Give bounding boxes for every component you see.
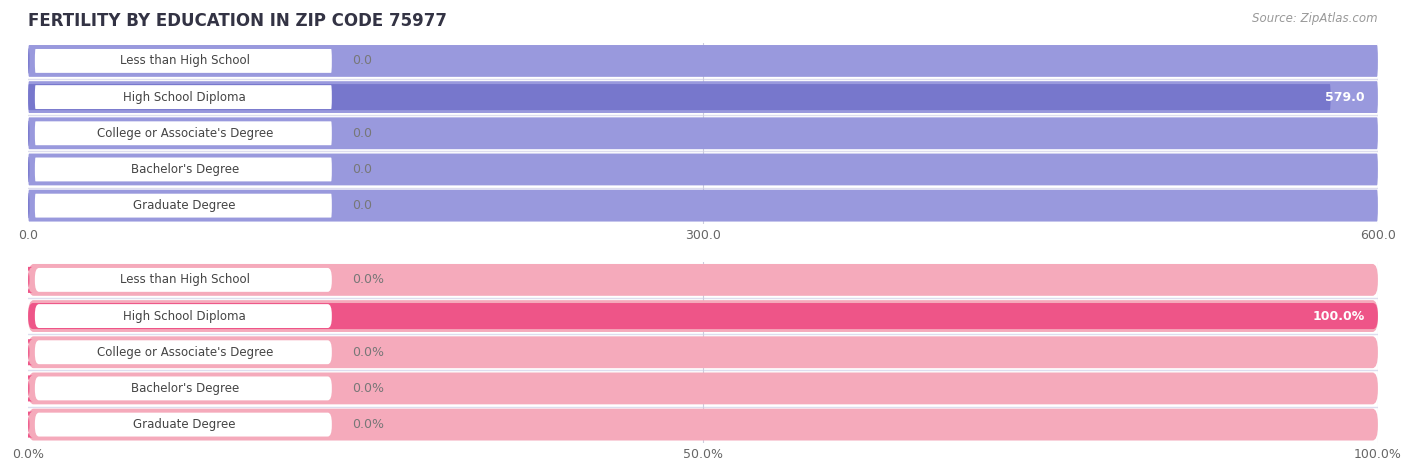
Text: College or Associate's Degree: College or Associate's Degree <box>97 346 273 359</box>
FancyBboxPatch shape <box>35 268 332 292</box>
FancyBboxPatch shape <box>35 413 332 436</box>
FancyBboxPatch shape <box>28 190 1378 221</box>
Text: Graduate Degree: Graduate Degree <box>134 418 236 431</box>
FancyBboxPatch shape <box>28 373 1378 404</box>
FancyBboxPatch shape <box>35 49 332 73</box>
FancyBboxPatch shape <box>35 121 332 145</box>
Text: Bachelor's Degree: Bachelor's Degree <box>131 382 239 395</box>
Text: 0.0: 0.0 <box>352 199 373 212</box>
FancyBboxPatch shape <box>35 377 332 400</box>
FancyBboxPatch shape <box>35 194 332 218</box>
FancyBboxPatch shape <box>35 340 332 364</box>
Text: 579.0: 579.0 <box>1324 90 1364 104</box>
Text: 100.0%: 100.0% <box>1312 309 1364 323</box>
Text: FERTILITY BY EDUCATION IN ZIP CODE 75977: FERTILITY BY EDUCATION IN ZIP CODE 75977 <box>28 12 447 30</box>
Text: Less than High School: Less than High School <box>120 273 250 287</box>
Text: Less than High School: Less than High School <box>120 54 250 68</box>
FancyBboxPatch shape <box>25 412 32 437</box>
FancyBboxPatch shape <box>25 267 32 293</box>
Text: 0.0: 0.0 <box>352 163 373 176</box>
Text: 0.0: 0.0 <box>352 127 373 140</box>
FancyBboxPatch shape <box>28 84 1330 110</box>
Text: 0.0%: 0.0% <box>352 273 384 287</box>
FancyBboxPatch shape <box>35 158 332 181</box>
FancyBboxPatch shape <box>28 45 1378 77</box>
Text: Source: ZipAtlas.com: Source: ZipAtlas.com <box>1253 12 1378 25</box>
FancyBboxPatch shape <box>35 85 332 109</box>
FancyBboxPatch shape <box>28 118 1378 149</box>
FancyBboxPatch shape <box>25 376 32 401</box>
FancyBboxPatch shape <box>25 339 32 365</box>
Text: Bachelor's Degree: Bachelor's Degree <box>131 163 239 176</box>
FancyBboxPatch shape <box>28 154 1378 185</box>
FancyBboxPatch shape <box>28 337 1378 368</box>
Text: 0.0%: 0.0% <box>352 418 384 431</box>
FancyBboxPatch shape <box>28 264 1378 296</box>
Text: High School Diploma: High School Diploma <box>124 309 246 323</box>
FancyBboxPatch shape <box>28 303 1378 329</box>
FancyBboxPatch shape <box>28 409 1378 440</box>
Text: High School Diploma: High School Diploma <box>124 90 246 104</box>
Text: 0.0: 0.0 <box>352 54 373 68</box>
FancyBboxPatch shape <box>35 304 332 328</box>
FancyBboxPatch shape <box>28 300 1378 332</box>
Text: College or Associate's Degree: College or Associate's Degree <box>97 127 273 140</box>
Text: Graduate Degree: Graduate Degree <box>134 199 236 212</box>
Text: 0.0%: 0.0% <box>352 346 384 359</box>
Text: 0.0%: 0.0% <box>352 382 384 395</box>
FancyBboxPatch shape <box>28 81 1378 113</box>
